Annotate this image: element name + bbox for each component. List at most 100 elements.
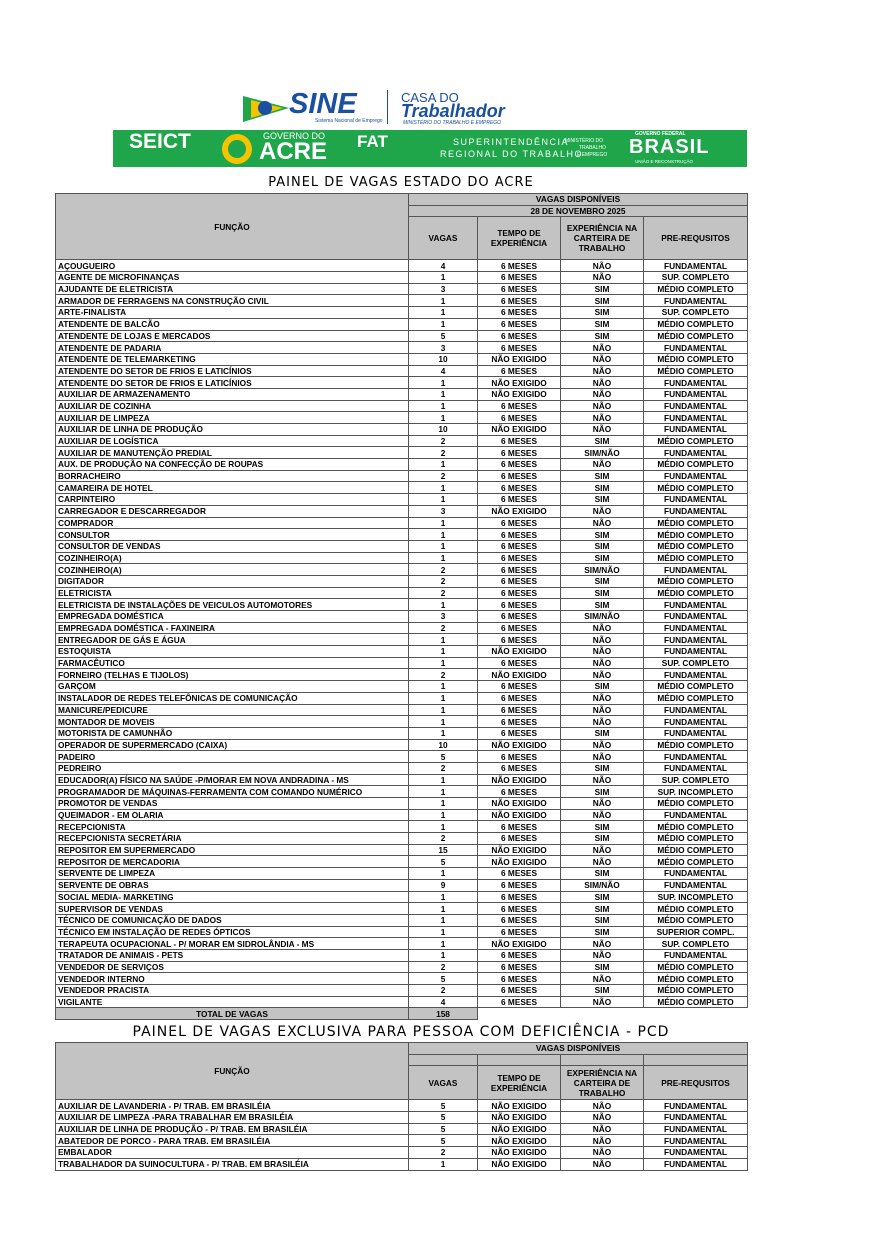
tempo: NÃO EXIGIDO (477, 738, 561, 752)
vagas: 1 (408, 925, 478, 939)
funcao: ATENDENTE DE TELEMARKETING (55, 352, 409, 366)
requisito: FUNDAMENTAL (642, 423, 749, 436)
funcao: OPERADOR DE SUPERMERCADO (CAIXA) (55, 738, 409, 752)
experiencia: NÃO (560, 423, 644, 436)
vagas: 2 (408, 469, 478, 483)
requisito: MÉDIO COMPLETO (642, 832, 749, 845)
vagas: 1 (408, 703, 478, 717)
header-blank (477, 1053, 561, 1067)
funcao: MOTORISTA DE CAMUNHÃO (55, 726, 409, 740)
tempo: 6 MESES (477, 446, 561, 460)
vagas: 1 (408, 528, 478, 541)
total-row: TOTAL DE VAGAS 158 (55, 1007, 748, 1021)
requisito: FUNDAMENTAL (642, 878, 749, 892)
tempo: 6 MESES (477, 481, 561, 495)
requisito: MÉDIO COMPLETO (642, 960, 749, 974)
job-row: ATENDENTE DE BALCÃO 1 6 MESES SIM MÉDIO COMP… (55, 317, 749, 331)
funcao: SUPERVISOR DE VENDAS (55, 902, 409, 915)
header-blank (408, 1053, 478, 1067)
job-row: AGENTE DE MICROFINANÇAS 1 6 MESES NÃO SUP. C… (55, 271, 749, 284)
column-header: EXPERIÊNCIA NA CARTEIRA DE TRABALHO (560, 1065, 644, 1101)
experiencia: SIM (560, 481, 644, 495)
experiencia: SIM (560, 984, 644, 997)
vagas: 10 (408, 423, 478, 436)
vagas: 5 (408, 1134, 478, 1148)
vagas: 1 (408, 913, 478, 927)
vagas: 1 (408, 294, 478, 308)
requisito: SUPERIOR COMPL. (642, 925, 749, 939)
experiencia: SIM (560, 761, 644, 775)
acre-crest (222, 134, 252, 164)
experiencia: SIM (560, 890, 644, 904)
tempo: NÃO EXIGIDO (477, 1146, 561, 1159)
job-row: AUXILIAR DE LAVANDERIA - P/ TRAB. EM BRA… (55, 1099, 749, 1113)
experiencia: SIM (560, 539, 644, 553)
job-row: TRABALHADOR DA SUINOCULTURA - P/ TRAB. E… (55, 1157, 749, 1171)
tempo: 6 MESES (477, 574, 561, 588)
tempo: NÃO EXIGIDO (477, 645, 561, 658)
funcao: ATENDENTE DE PADARIA (55, 341, 409, 354)
vagas: 1 (408, 387, 478, 401)
vagas: 1 (408, 890, 478, 904)
job-row: COZINHEIRO(A) 2 6 MESES SIM/NÃO FUNDAMENTAL (55, 563, 749, 576)
vagas: 1 (408, 948, 478, 962)
requisito: FUNDAMENTAL (642, 1146, 749, 1159)
job-row: MOTORISTA DE CAMUNHÃO 1 6 MESES SIM FUNDAMEN… (55, 726, 749, 740)
job-row: ELETRICISTA 2 6 MESES SIM MÉDIO COMPLETO (55, 586, 749, 600)
tempo: 6 MESES (477, 282, 561, 296)
tempo: NÃO EXIGIDO (477, 668, 561, 682)
experiencia: NÃO (560, 656, 644, 670)
header-vagas-disp: VAGAS DISPONÍVEIS (407, 1042, 749, 1055)
requisito: SUP. COMPLETO (642, 306, 749, 319)
job-row: ATENDENTE DO SETOR DE FRIOS E LATICÍNIOS… (55, 376, 749, 389)
requisito: MÉDIO COMPLETO (642, 364, 749, 378)
funcao: COZINHEIRO(A) (55, 563, 409, 576)
experiencia: NÃO (560, 668, 644, 682)
requisito: FUNDAMENTAL (642, 703, 749, 717)
vagas: 1 (408, 773, 478, 787)
funcao: AUXILIAR DE COZINHA (55, 399, 409, 413)
vagas: 2 (408, 960, 478, 974)
acre: ACRE (259, 138, 328, 165)
job-row: OPERADOR DE SUPERMERCADO (CAIXA) 10 NÃO EX… (55, 738, 749, 752)
tempo: 6 MESES (477, 294, 561, 308)
vagas: 1 (408, 516, 478, 530)
ministerio-text: MINISTÉRIO DO TRABALHO E EMPREGO (403, 120, 502, 126)
funcao: RECEPCIONISTA SECRETÁRIA (55, 832, 409, 845)
vagas: 1 (408, 539, 478, 553)
requisito: FUNDAMENTAL (642, 726, 749, 740)
job-row: SERVENTE DE OBRAS 9 6 MESES SIM/NÃO FUNDAMEN… (55, 878, 749, 892)
experiencia: NÃO (560, 458, 644, 471)
funcao: DIGITADOR (55, 574, 409, 588)
experiencia: SIM/NÃO (560, 563, 644, 576)
min2: TRABALHO (579, 145, 606, 151)
funcao: FORNEIRO (TELHAS E TIJOLOS) (55, 668, 409, 682)
experiencia: NÃO (560, 341, 644, 354)
funcao: GARÇOM (55, 680, 409, 693)
jobs-table: FUNÇÃO VAGAS DISPONÍVEIS 28 DE NOVEMBRO 20… (55, 192, 749, 1021)
requisito: FUNDAMENTAL (642, 563, 749, 576)
funcao: CONSULTOR (55, 528, 409, 541)
requisito: FUNDAMENTAL (642, 610, 749, 623)
tempo: 6 MESES (477, 680, 561, 693)
tempo: 6 MESES (477, 902, 561, 915)
tempo: 6 MESES (477, 621, 561, 635)
vagas: 2 (408, 621, 478, 635)
job-row: CONSULTOR DE VENDAS 1 6 MESES SIM MÉDIO COMP… (55, 539, 749, 553)
funcao: SERVENTE DE OBRAS (55, 878, 409, 892)
job-row: COMPRADOR 1 6 MESES NÃO MÉDIO COMPLETO (55, 516, 749, 530)
job-row: EMPREGADA DOMÉSTICA - FAXINEIRA 2 6 MESES N… (55, 621, 749, 635)
requisito: MÉDIO COMPLETO (642, 539, 749, 553)
experiencia: NÃO (560, 937, 644, 950)
experiencia: SIM (560, 294, 644, 308)
requisito: FUNDAMENTAL (642, 399, 749, 413)
vagas: 1 (408, 937, 478, 950)
total-value: 158 (408, 1007, 478, 1021)
tempo: 6 MESES (477, 867, 561, 880)
vagas: 4 (408, 364, 478, 378)
funcao: REPOSITOR DE MERCADORIA (55, 855, 409, 869)
tempo: 6 MESES (477, 259, 561, 273)
job-row: MANICURE/PEDICURE 1 6 MESES NÃO FUNDAMENTAL (55, 703, 749, 717)
funcao: CARREGADOR E DESCARREGADOR (55, 504, 409, 518)
funcao: AUXILIAR DE LINHA DE PRODUÇÃO (55, 423, 409, 436)
